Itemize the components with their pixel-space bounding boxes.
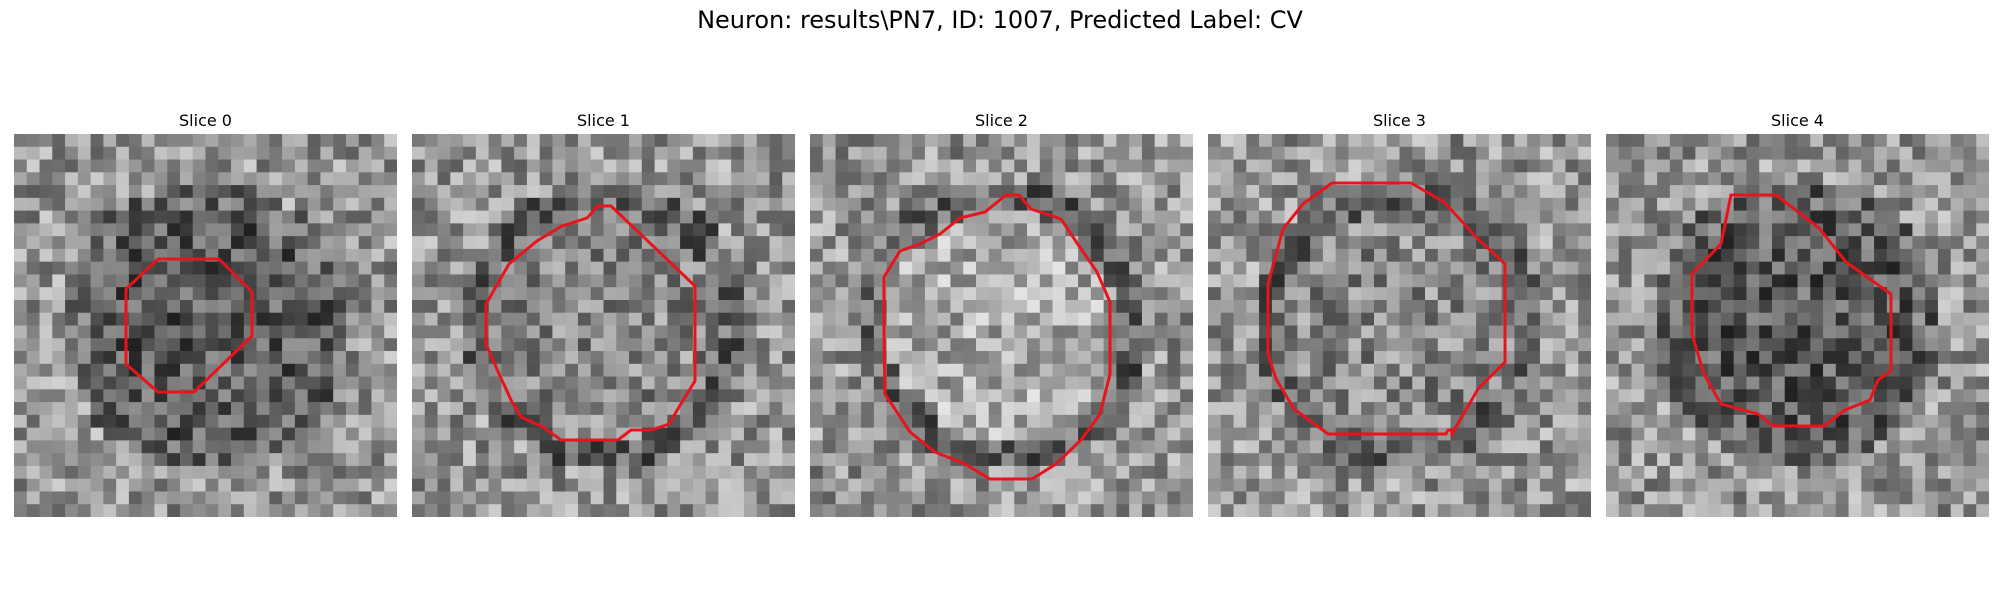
- contour-outline: [1690, 193, 1893, 428]
- contour-outline: [882, 193, 1112, 481]
- slice-title: Slice 2: [975, 111, 1028, 130]
- slice-image: [412, 134, 795, 517]
- slice-image: [14, 134, 397, 517]
- slice-panel-3: Slice 3: [1208, 108, 1591, 517]
- slice-image: [810, 134, 1193, 517]
- slice-title: Slice 0: [179, 111, 232, 130]
- contour-outline: [1266, 181, 1507, 440]
- slice-title: Slice 1: [577, 111, 630, 130]
- slice-title: Slice 3: [1373, 111, 1426, 130]
- contour-outline: [124, 257, 254, 394]
- slice-title: Slice 4: [1771, 111, 1824, 130]
- contour-outline: [484, 204, 697, 442]
- slice-image: [1606, 134, 1989, 517]
- figure-title: Neuron: results\PN7, ID: 1007, Predicted…: [697, 6, 1303, 34]
- slice-panel-1: Slice 1: [412, 108, 795, 517]
- slice-panel-0: Slice 0: [14, 108, 397, 517]
- slice-image: [1208, 134, 1591, 517]
- slice-panel-4: Slice 4: [1606, 108, 1989, 517]
- slice-panel-2: Slice 2: [810, 108, 1193, 517]
